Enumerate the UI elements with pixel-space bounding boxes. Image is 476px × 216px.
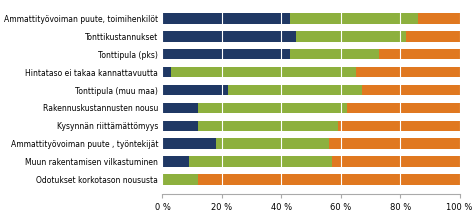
Bar <box>162 13 289 24</box>
Bar <box>417 13 459 24</box>
Bar <box>331 156 459 167</box>
Bar <box>162 85 228 95</box>
Bar <box>171 67 355 78</box>
Bar <box>346 103 459 113</box>
Bar <box>405 31 459 41</box>
Bar <box>162 103 198 113</box>
Bar <box>198 174 459 185</box>
Bar <box>355 67 459 78</box>
Bar <box>378 49 459 59</box>
Bar <box>228 85 361 95</box>
Bar <box>216 138 328 149</box>
Bar <box>337 121 459 131</box>
Bar <box>296 31 405 41</box>
Bar <box>198 103 346 113</box>
Bar <box>162 156 189 167</box>
Bar <box>162 121 198 131</box>
Bar <box>361 85 459 95</box>
Bar <box>328 138 459 149</box>
Bar <box>162 67 171 78</box>
Bar <box>162 138 216 149</box>
Bar <box>198 121 337 131</box>
Bar <box>162 49 289 59</box>
Bar <box>289 13 417 24</box>
Bar <box>162 174 198 185</box>
Bar <box>189 156 331 167</box>
Bar <box>289 49 378 59</box>
Bar <box>162 31 296 41</box>
